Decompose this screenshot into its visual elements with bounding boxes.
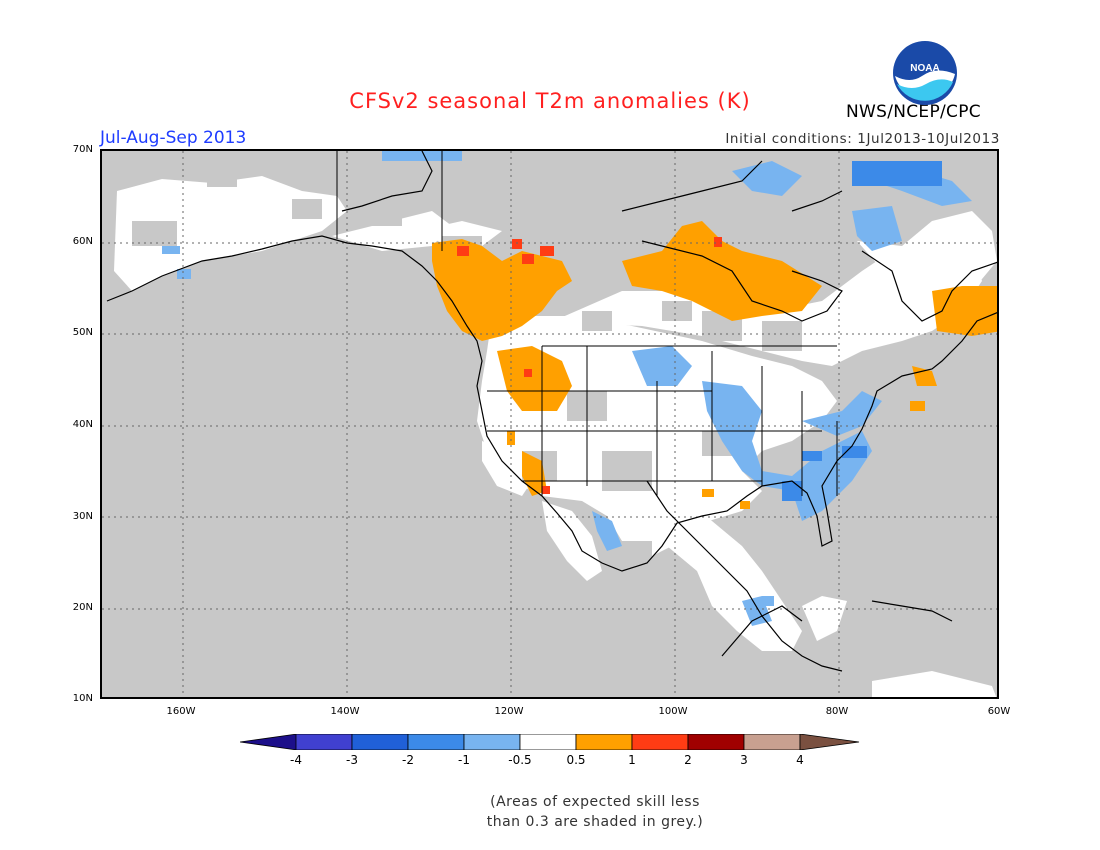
- colorbar-cell: [295, 733, 353, 751]
- lon-label-60w: 60W: [987, 706, 1011, 717]
- skill-note-line2: than 0.3 are shaded in grey.): [486, 814, 704, 830]
- anomaly-map: [100, 149, 999, 699]
- colorbar-cell: [687, 733, 745, 751]
- hot-anomaly-spots: [457, 237, 722, 494]
- colorbar-label: 3: [740, 753, 748, 767]
- state-borders: [336, 151, 838, 496]
- colorbar-max-arrow: [799, 733, 860, 751]
- colorbar-label: -4: [290, 753, 302, 767]
- colorbar-min-arrow: [239, 733, 298, 751]
- colorbar-label: -2: [402, 753, 414, 767]
- colorbar-cell: [743, 733, 801, 751]
- colorbar-label: 1: [628, 753, 636, 767]
- color-bar: [239, 733, 860, 754]
- lon-label-100w: 100W: [658, 706, 688, 717]
- map-title: CFSv2 seasonal T2m anomalies (K): [349, 89, 751, 113]
- lat-label-40n: 40N: [72, 419, 93, 430]
- colorbar-cell: [351, 733, 409, 751]
- colorbar-cell: [407, 733, 465, 751]
- lat-label-70n: 70N: [72, 144, 93, 155]
- lat-label-10n: 10N: [72, 693, 93, 704]
- colorbar-label: 4: [796, 753, 804, 767]
- initial-conditions: Initial conditions: 1Jul2013-10Jul2013: [725, 131, 1000, 147]
- colorbar-label: 2: [684, 753, 692, 767]
- lat-label-60n: 60N: [72, 236, 93, 247]
- skill-note-line1: (Areas of expected skill less: [490, 794, 700, 810]
- moderate-cool-areas: [782, 161, 942, 501]
- colorbar-cell: [575, 733, 633, 751]
- colorbar-label: -0.5: [508, 753, 532, 767]
- noaa-logo: NOAA: [892, 40, 958, 106]
- lat-label-30n: 30N: [72, 511, 93, 522]
- lon-label-120w: 120W: [494, 706, 524, 717]
- lat-label-50n: 50N: [72, 327, 93, 338]
- colorbar-cell: [631, 733, 689, 751]
- lat-label-20n: 20N: [72, 602, 93, 613]
- colorbar-label: -3: [346, 753, 358, 767]
- colorbar-cell: [463, 733, 521, 751]
- lon-label-140w: 140W: [330, 706, 360, 717]
- agency-label: NWS/NCEP/CPC: [846, 102, 981, 122]
- colorbar-label: 0.5: [566, 753, 586, 767]
- forecast-period: Jul-Aug-Sep 2013: [100, 128, 247, 148]
- coastlines: [106, 151, 997, 672]
- colorbar-cell: [519, 733, 577, 751]
- lon-label-80w: 80W: [825, 706, 849, 717]
- noaa-logo-text: NOAA: [910, 63, 939, 74]
- lon-label-160w: 160W: [166, 706, 196, 717]
- colorbar-label: -1: [458, 753, 470, 767]
